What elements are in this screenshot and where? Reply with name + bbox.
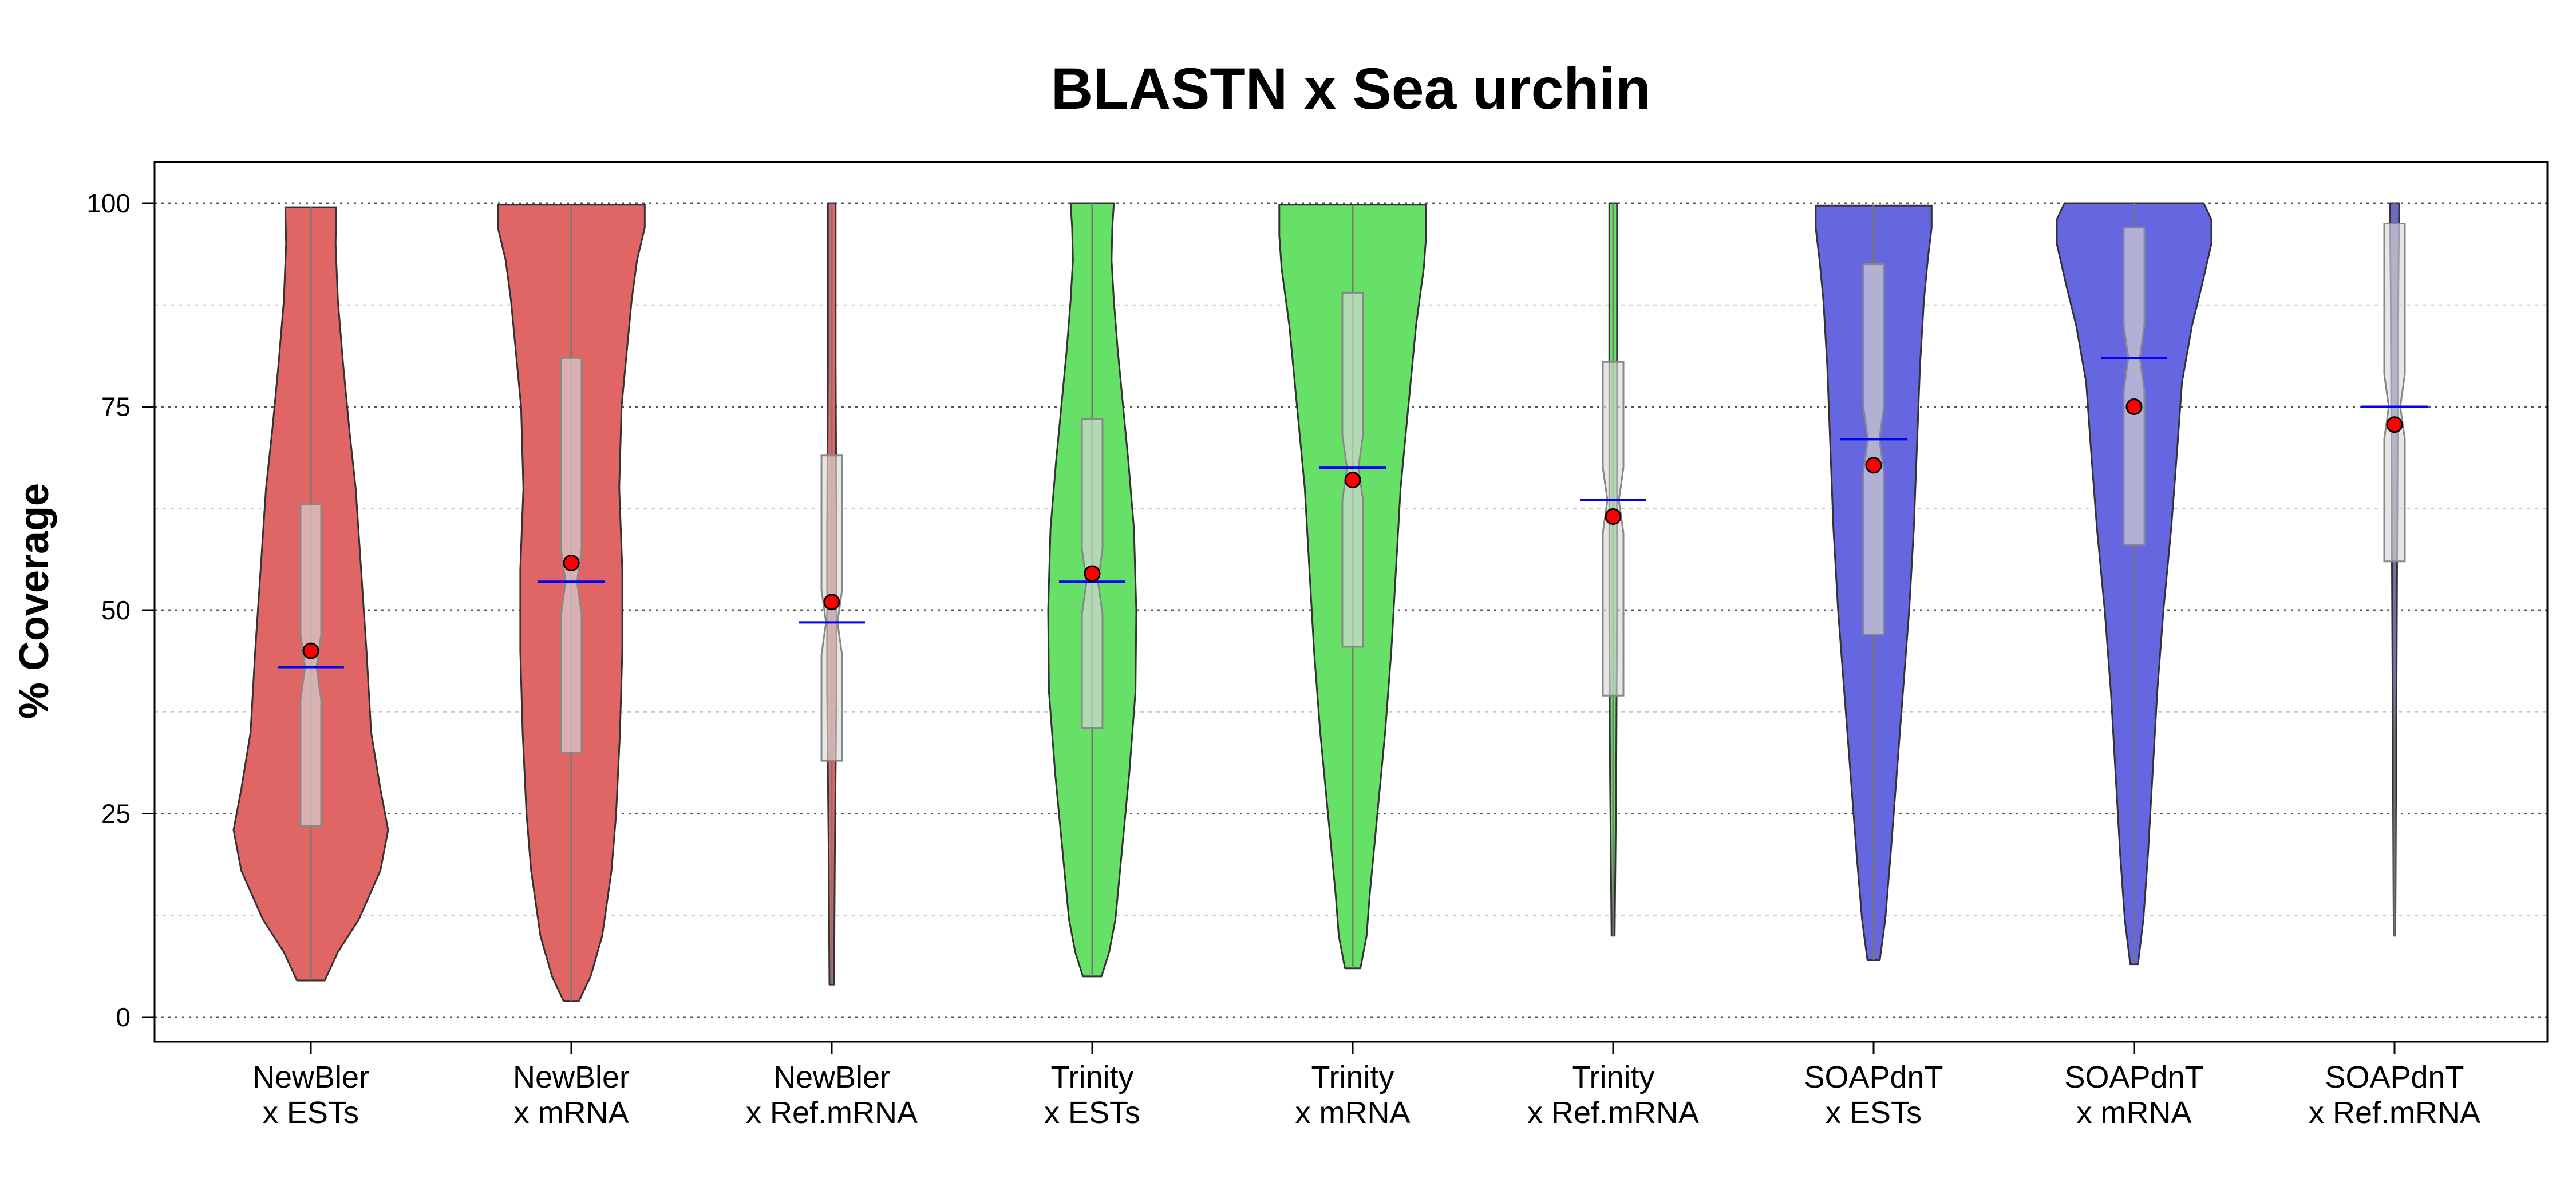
x-category-label: NewBler <box>773 1060 890 1094</box>
y-tick-label: 50 <box>101 595 131 625</box>
mean-point <box>1865 457 1882 474</box>
box <box>1862 263 1885 636</box>
x-category-sublabel: x Ref.mRNA <box>1527 1096 1699 1130</box>
y-axis-label: % Coverage <box>11 483 57 719</box>
violin-1 <box>232 206 389 982</box>
box <box>2383 223 2406 563</box>
box <box>1602 361 1625 697</box>
x-category-label: SOAPdnT <box>2325 1060 2464 1094</box>
violin-7 <box>1815 204 1933 961</box>
y-tick-label: 100 <box>86 188 131 218</box>
chart-title: BLASTN x Sea urchin <box>1051 56 1652 121</box>
mean-point <box>1084 565 1101 582</box>
x-category-label: SOAPdnT <box>2064 1060 2203 1094</box>
violin-4 <box>1047 202 1137 978</box>
x-category-label: Trinity <box>1311 1060 1394 1094</box>
x-category-sublabel: x Ref.mRNA <box>2309 1096 2480 1130</box>
violin-6 <box>1580 202 1646 937</box>
y-axis-ticks: 0 25 50 75 100 <box>86 188 155 1032</box>
violin-9 <box>2361 202 2428 937</box>
violin-8 <box>2056 202 2212 966</box>
y-tick-label: 75 <box>101 392 131 422</box>
x-category-label: SOAPdnT <box>1804 1060 1943 1094</box>
mean-point <box>563 555 580 572</box>
mean-point <box>823 594 840 611</box>
box <box>299 503 322 827</box>
x-category-label: NewBler <box>513 1060 630 1094</box>
x-category-sublabel: x mRNA <box>1295 1096 1411 1130</box>
mean-point <box>2386 416 2403 433</box>
mean-point <box>302 642 319 659</box>
x-category-sublabel: x Ref.mRNA <box>746 1096 918 1130</box>
plot-frame <box>153 161 2549 1043</box>
violins <box>232 202 2428 1002</box>
x-category-sublabel: x ESTs <box>1826 1096 1922 1130</box>
mean-point <box>1605 508 1622 525</box>
mean-point <box>2125 398 2143 415</box>
box <box>2123 227 2146 546</box>
y-tick-label: 25 <box>101 799 131 829</box>
x-category-label: Trinity <box>1572 1060 1655 1094</box>
x-category-sublabel: x ESTs <box>1044 1096 1140 1130</box>
x-category-label: NewBler <box>252 1060 369 1094</box>
x-category-sublabel: x mRNA <box>514 1096 629 1130</box>
x-category-sublabel: x ESTs <box>263 1096 359 1130</box>
y-tick-label: 0 <box>116 1002 131 1032</box>
violin-2 <box>497 204 646 1002</box>
x-category-sublabel: x mRNA <box>2077 1096 2192 1130</box>
violin-5 <box>1278 204 1427 970</box>
mean-point <box>1344 471 1361 488</box>
violin-3 <box>799 202 865 986</box>
x-category-label: Trinity <box>1051 1060 1134 1094</box>
